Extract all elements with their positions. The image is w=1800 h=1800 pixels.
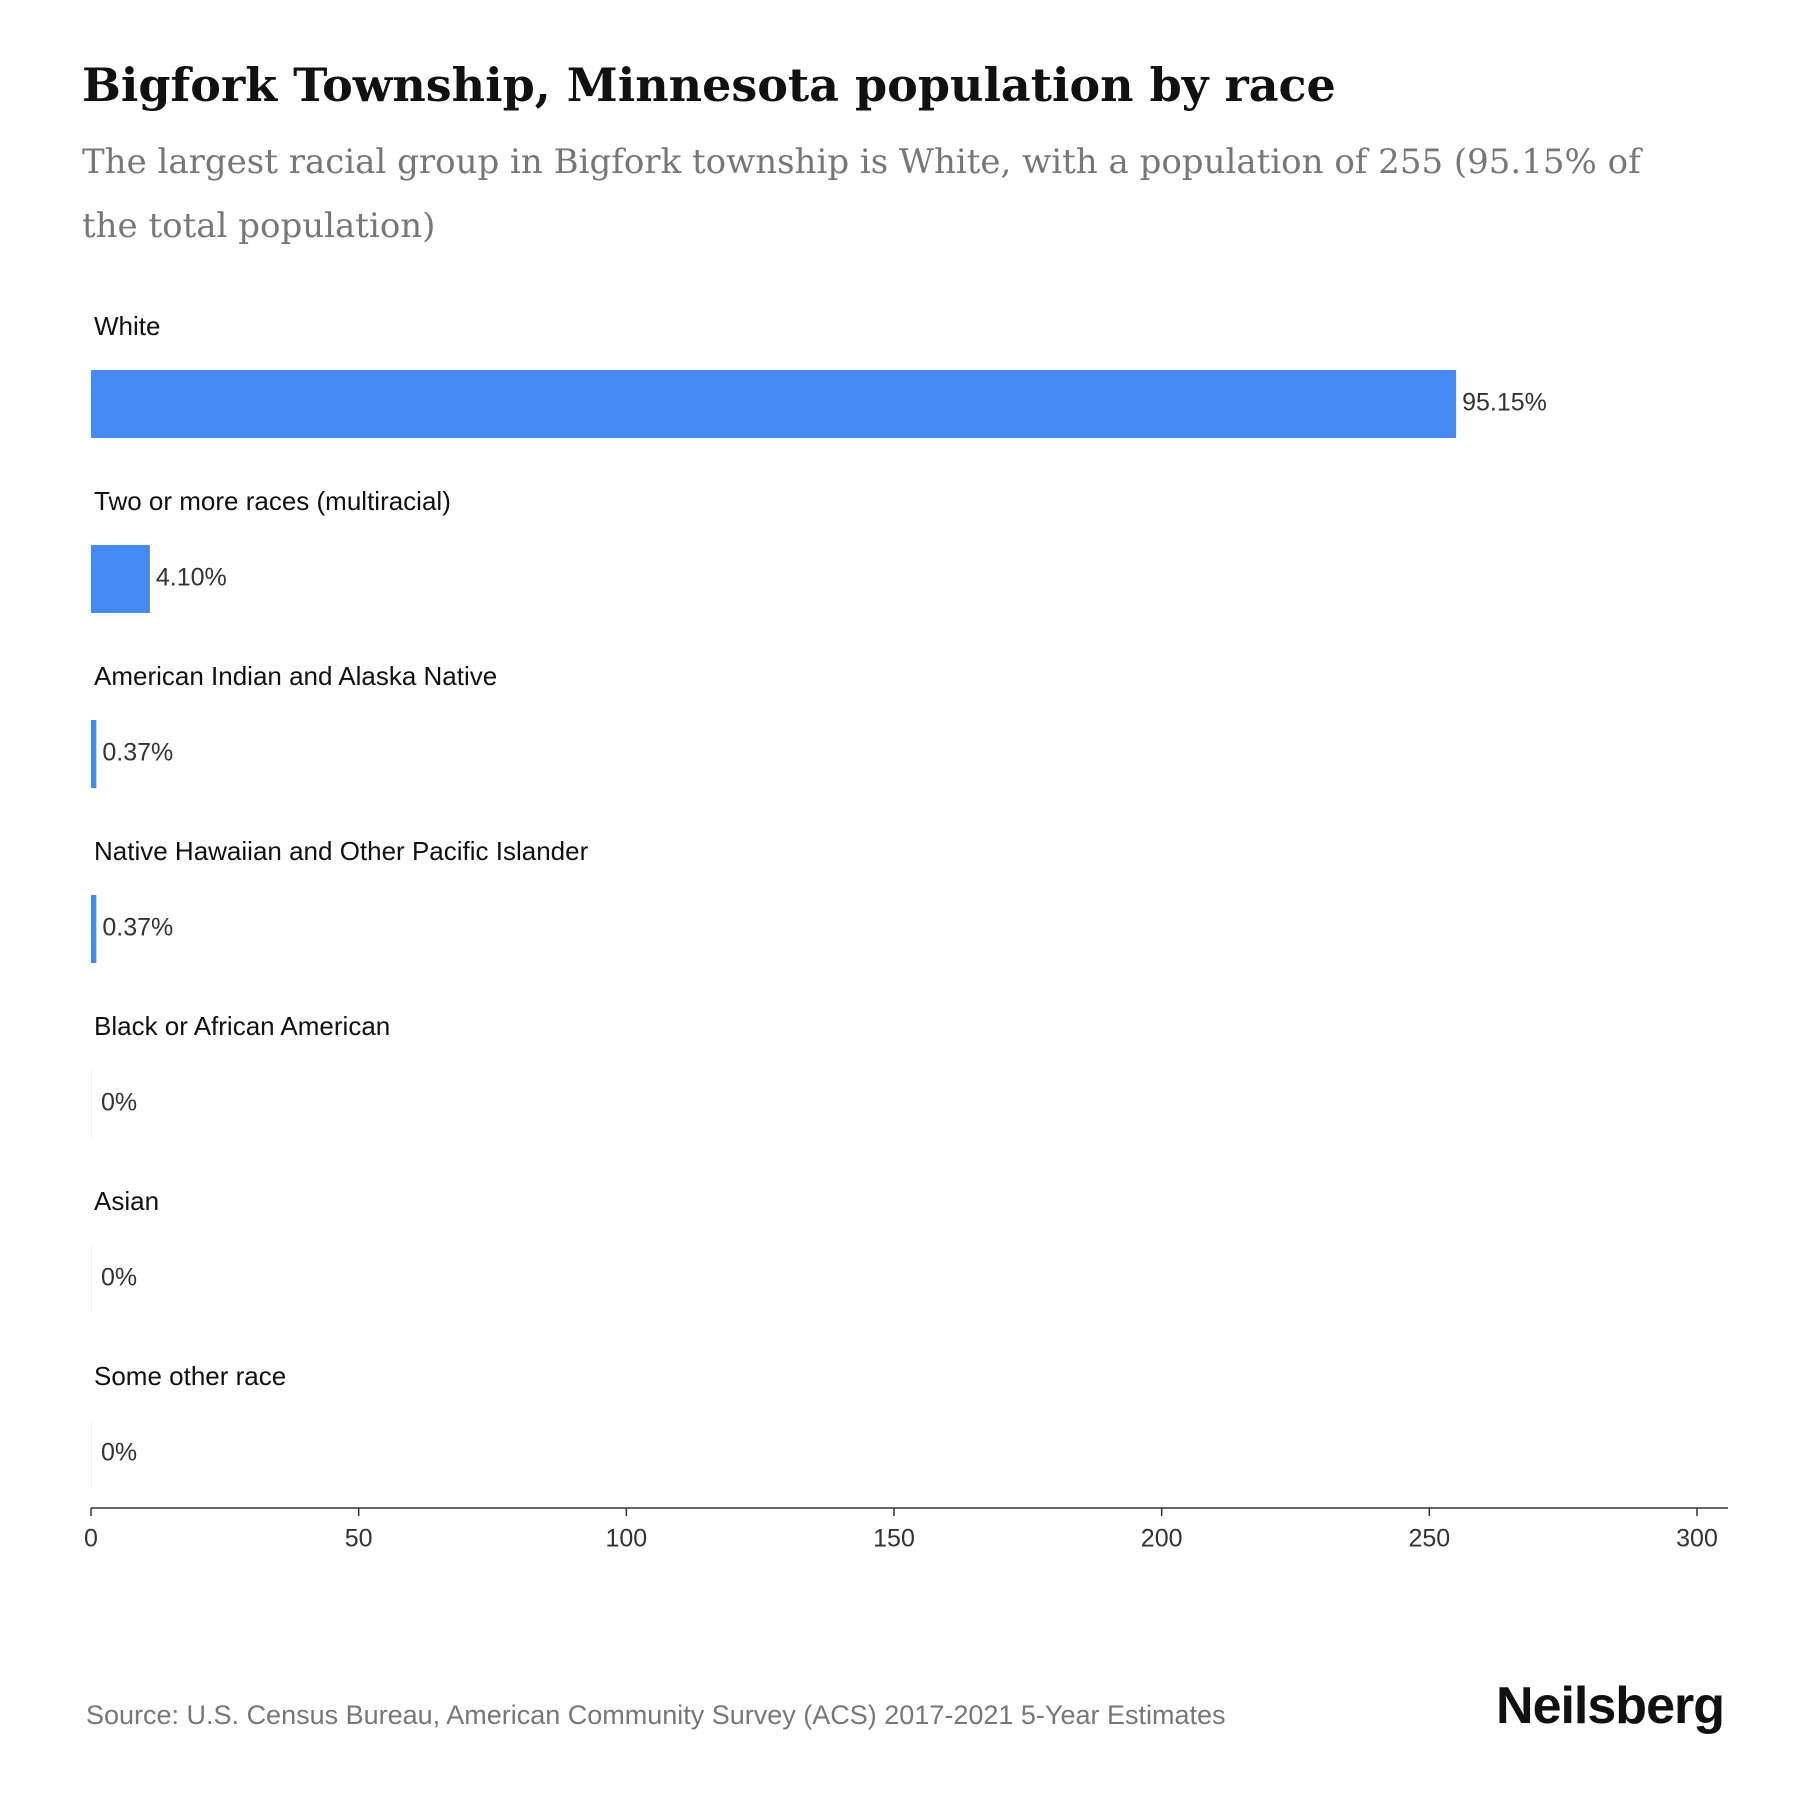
category-label: American Indian and Alaska Native	[94, 661, 497, 691]
x-tick-label: 250	[1408, 1525, 1450, 1553]
category-label: Native Hawaiian and Other Pacific Island…	[94, 836, 589, 866]
source-note: Source: U.S. Census Bureau, American Com…	[86, 1700, 1226, 1730]
bar	[91, 895, 97, 963]
data-label: 0.37%	[102, 914, 173, 942]
category-label: Some other race	[94, 1361, 286, 1391]
x-tick-label: 50	[345, 1525, 373, 1553]
chart-subtitle: The largest racial group in Bigfork town…	[82, 142, 1641, 246]
category-label: Two or more races (multiracial)	[94, 486, 451, 516]
data-label: 95.15%	[1462, 389, 1547, 417]
x-tick-label: 150	[873, 1525, 915, 1553]
chart-title: Bigfork Township, Minnesota population b…	[82, 58, 1336, 112]
category-label: Asian	[94, 1186, 159, 1216]
x-tick-label: 200	[1141, 1525, 1183, 1553]
x-tick-label: 300	[1676, 1525, 1718, 1553]
category-label: White	[94, 311, 160, 341]
data-label: 0.37%	[102, 739, 173, 767]
data-label: 4.10%	[156, 564, 227, 592]
data-label: 0%	[101, 1439, 137, 1467]
bar	[91, 370, 1457, 438]
x-tick-label: 0	[84, 1525, 98, 1553]
bar	[91, 545, 150, 613]
bar	[91, 720, 97, 788]
data-label: 0%	[101, 1264, 137, 1292]
brand-logo: Neilsberg	[1496, 1677, 1725, 1735]
x-tick-label: 100	[605, 1525, 647, 1553]
data-label: 0%	[101, 1089, 137, 1117]
category-label: Black or African American	[94, 1011, 390, 1041]
